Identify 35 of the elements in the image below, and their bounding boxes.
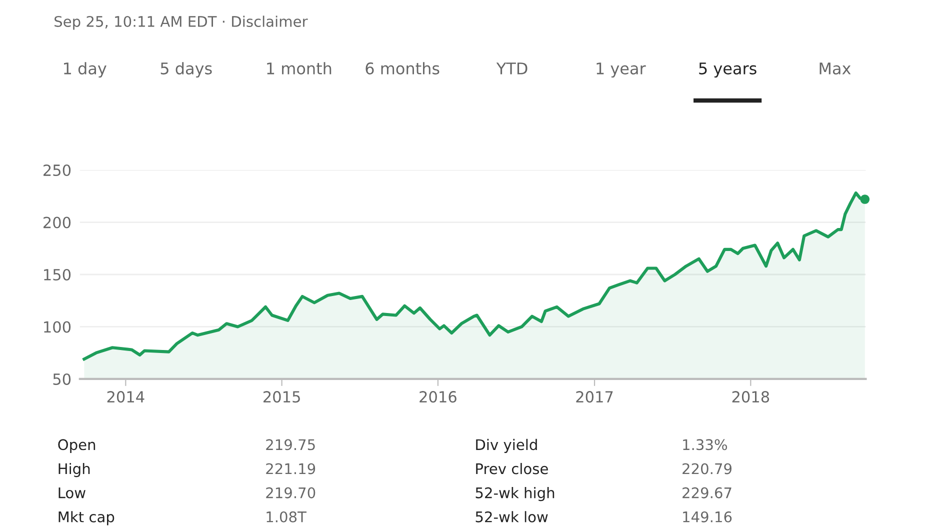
text: 149.16 [683,511,732,522]
y-tick-label: 150 [44,268,71,281]
text: 219.75 [266,439,315,450]
text: 221.19 [266,463,316,474]
x-tick-label: 2016 [420,391,456,403]
text: Open [58,439,96,454]
text: 219.70 [266,487,316,498]
text: 1.33% [683,439,728,450]
y-tick-label: 100 [44,321,71,333]
x-tick-label: 2015 [263,391,300,403]
chart-subtitle: Sep 25, 10:11 AM EDT · Disclaimer [54,16,308,30]
text: Low [58,487,86,498]
text: 1 day [64,62,106,78]
text: 5 days [160,62,212,78]
text: Div yield [476,438,537,454]
y-tick-label: 50 [53,373,71,385]
text: Max [820,62,851,74]
text: 1 year [596,62,646,78]
text: 6 months [366,62,440,74]
x-tick-label: 2014 [107,391,144,403]
y-tick-label: 250 [44,164,71,176]
text: 1 month [267,62,332,74]
text: Mkt cap [58,511,114,526]
text: Prev close [476,462,548,474]
text: 220.79 [682,463,732,474]
x-tick-label: 2017 [576,391,613,403]
text: 1.08T [266,511,306,522]
x-tick-label: 2018 [732,391,770,403]
text: YTD [496,62,528,74]
text: 5 years [699,62,756,78]
y-tick-label: 200 [44,216,71,228]
text: 52-wk high [476,487,554,502]
text: 52-wk low [476,511,548,522]
text: High [58,462,90,478]
text: 229.67 [682,487,732,498]
